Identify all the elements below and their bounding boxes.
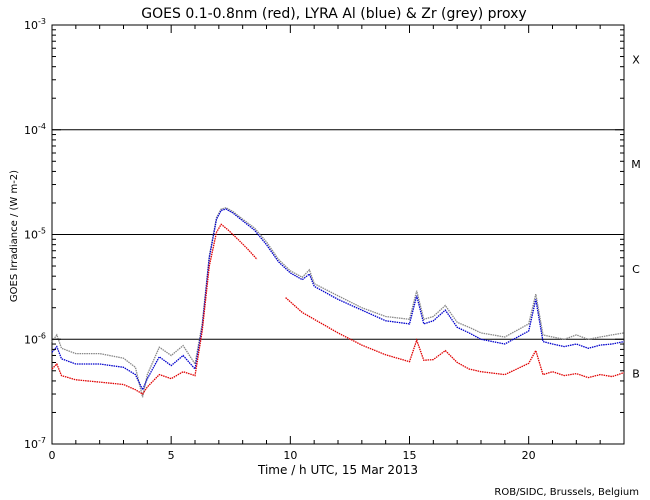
flare-class-lines	[52, 129, 624, 340]
flare-class-label-c: C	[632, 263, 640, 276]
y-tick-label: 10-4	[24, 122, 46, 137]
y-axis-label-text: GOES Irradiance / (W m-2)	[9, 170, 20, 302]
series-line-lyra-zr-proxy-0	[51, 207, 625, 398]
flare-class-label-m: M	[631, 158, 641, 171]
y-axis-label: GOES Irradiance / (W m-2)	[9, 170, 20, 302]
flare-class-label-b: B	[632, 368, 640, 381]
x-tick-label: 20	[522, 449, 536, 462]
y-tick-label: 10-5	[24, 227, 46, 242]
y-tick-label: 10-6	[24, 331, 46, 346]
flare-class-label-x: X	[632, 53, 640, 66]
x-tick-label: 0	[49, 449, 56, 462]
x-tick-label: 5	[168, 449, 175, 462]
series-line-goes-0-1-0-8nm-0	[51, 223, 258, 395]
credit-text: ROB/SIDC, Brussels, Belgium	[494, 487, 639, 498]
y-axis: 10-7 10-6 10-5 10-4 10-3	[24, 17, 624, 451]
x-tick-label: 10	[283, 449, 297, 462]
flare-class-labels: B C M X	[631, 53, 641, 380]
data-series	[51, 207, 625, 398]
chart-title: GOES 0.1-0.8nm (red), LYRA Al (blue) & Z…	[141, 6, 526, 22]
x-axis: 0 5 10 15 20	[49, 25, 625, 462]
series-line-goes-0-1-0-8nm-1	[285, 297, 625, 379]
y-tick-label: 10-3	[24, 17, 46, 32]
x-axis-label: Time / h UTC, 15 Mar 2013	[257, 463, 418, 477]
y-tick-label: 10-7	[24, 436, 46, 451]
x-tick-label: 15	[403, 449, 417, 462]
series-line-lyra-al-proxy-0	[51, 208, 625, 392]
